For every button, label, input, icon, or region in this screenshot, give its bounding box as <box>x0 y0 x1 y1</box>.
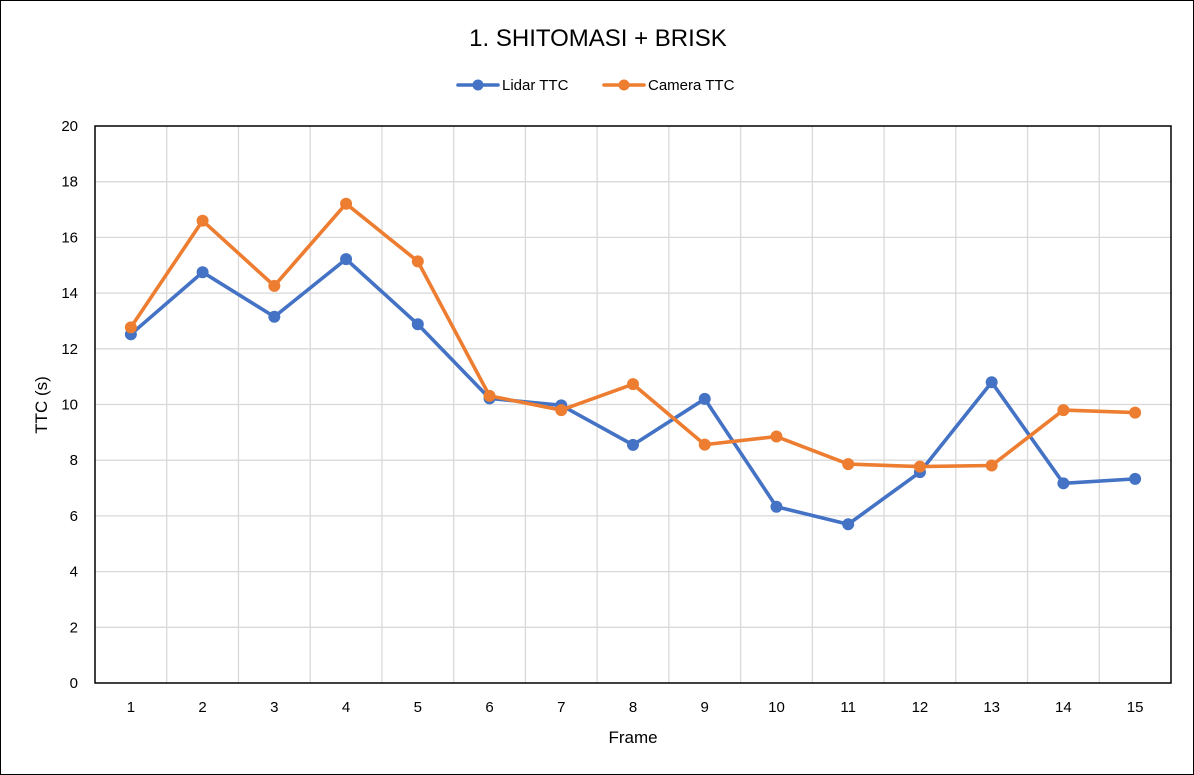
y-tick-label: 14 <box>61 285 78 302</box>
x-tick-label: 8 <box>629 699 637 716</box>
data-point <box>1057 404 1070 417</box>
data-point <box>340 253 353 266</box>
legend-item: Lidar TTC <box>456 77 569 94</box>
legend-marker <box>618 79 630 91</box>
data-point <box>411 318 424 331</box>
grid <box>95 126 1171 683</box>
x-tick-label: 10 <box>768 699 785 716</box>
x-axis-ticks: 1 2 3 4 5 6 7 8 9 10 11 12 13 14 15 <box>127 699 1144 716</box>
y-axis-title: TTC (s) <box>32 376 51 434</box>
y-tick-label: 20 <box>61 118 78 135</box>
y-tick-label: 10 <box>61 397 78 414</box>
data-point <box>842 518 855 531</box>
x-tick-label: 15 <box>1127 699 1144 716</box>
x-tick-label: 5 <box>414 699 422 716</box>
data-point <box>627 378 639 391</box>
series-line <box>129 257 1137 527</box>
data-point <box>770 430 783 443</box>
data-point <box>411 255 424 268</box>
series-0 <box>124 253 1142 531</box>
y-tick-label: 16 <box>61 229 78 246</box>
series-1 <box>124 197 1142 473</box>
x-tick-label: 12 <box>912 699 929 716</box>
legend-label: Camera TTC <box>648 77 735 94</box>
x-tick-label: 7 <box>557 699 565 716</box>
series-layer <box>124 197 1142 531</box>
data-point <box>1129 472 1142 485</box>
data-point <box>913 460 926 473</box>
data-point <box>985 459 998 472</box>
x-tick-label: 11 <box>840 699 856 716</box>
data-point <box>1057 477 1070 490</box>
x-axis-title: Frame <box>608 728 657 747</box>
legend-label: Lidar TTC <box>502 77 569 94</box>
legend-item: Camera TTC <box>602 77 735 94</box>
data-point <box>268 310 281 323</box>
legend-marker <box>472 79 484 91</box>
data-point <box>1129 406 1142 419</box>
chart-title: 1. SHITOMASI + BRISK <box>469 25 727 52</box>
data-point <box>555 404 568 417</box>
data-point <box>340 197 353 210</box>
x-tick-label: 1 <box>127 699 135 716</box>
x-tick-label: 2 <box>198 699 206 716</box>
series-line <box>129 201 1137 469</box>
y-tick-label: 6 <box>70 508 78 525</box>
x-tick-label: 3 <box>270 699 278 716</box>
y-tick-label: 12 <box>61 341 78 358</box>
data-point <box>483 389 496 402</box>
data-point <box>770 500 783 513</box>
x-tick-label: 13 <box>983 699 1000 716</box>
y-axis-ticks: 0 2 4 6 8 10 12 14 16 18 20 <box>61 118 78 692</box>
data-point <box>196 214 209 227</box>
x-tick-label: 14 <box>1055 699 1072 716</box>
y-tick-label: 8 <box>70 452 78 469</box>
data-point <box>842 458 855 471</box>
y-tick-label: 0 <box>70 675 78 692</box>
legend: Lidar TTC Camera TTC <box>456 77 735 94</box>
plot-area <box>94 125 1172 684</box>
data-point <box>698 392 711 405</box>
data-point <box>627 438 639 451</box>
x-tick-label: 9 <box>701 699 709 716</box>
y-tick-label: 4 <box>70 564 78 581</box>
x-tick-label: 6 <box>485 699 493 716</box>
data-point <box>124 321 137 334</box>
data-point <box>698 438 711 451</box>
data-point <box>196 266 209 279</box>
y-tick-label: 18 <box>61 174 78 191</box>
y-tick-label: 2 <box>70 619 78 636</box>
data-point <box>268 279 281 292</box>
data-point <box>985 376 998 389</box>
x-tick-label: 4 <box>342 699 350 716</box>
